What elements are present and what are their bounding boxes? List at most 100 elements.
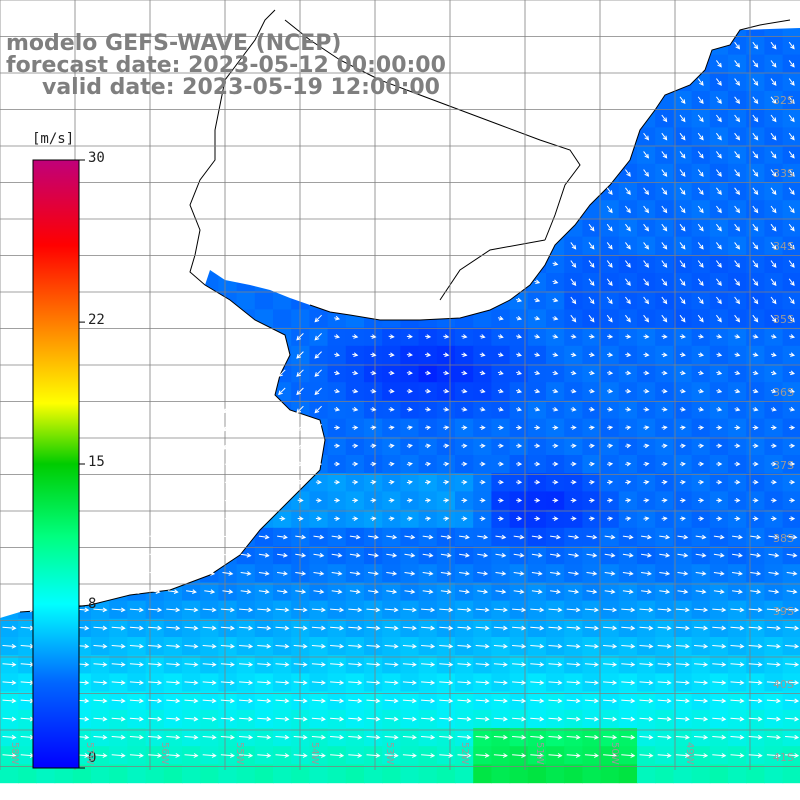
wind-arrow (716, 516, 723, 521)
wind-arrow (148, 662, 163, 667)
wind-arrow (93, 753, 108, 758)
wind-arrow (788, 223, 795, 232)
wind-arrow (566, 662, 581, 667)
wind-arrow (766, 680, 781, 686)
wind-arrow (695, 552, 707, 558)
lon-label: 53W (384, 742, 395, 765)
wind-arrow (752, 516, 759, 521)
wind-arrow (588, 242, 595, 250)
wind-arrow (493, 607, 508, 613)
wind-arrow (368, 589, 379, 594)
wind-arrow (368, 534, 379, 540)
colorbar-tick-label: 30 (88, 150, 105, 166)
wind-arrow (475, 643, 490, 649)
wind-arrow (657, 680, 672, 686)
wind-arrow (570, 443, 577, 449)
wind-arrow (603, 680, 618, 686)
wind-arrow (275, 607, 290, 613)
wind-arrow (129, 662, 144, 667)
wind-arrow (661, 151, 668, 159)
wind-arrow (716, 388, 723, 394)
wind-arrow (534, 425, 541, 430)
wind-arrow (785, 698, 800, 704)
wind-arrow (257, 734, 272, 740)
wind-arrow (293, 716, 308, 722)
wind-arrow (295, 589, 307, 594)
wind-arrow (734, 187, 741, 196)
wind-arrow (789, 461, 796, 467)
wind-arrow (789, 334, 796, 339)
wind-arrow (330, 607, 345, 613)
wind-arrow (570, 296, 577, 305)
wind-speed-cell (691, 764, 711, 784)
wind-arrow (675, 716, 690, 722)
wind-arrow (113, 552, 125, 558)
wind-arrow (548, 607, 563, 613)
wind-arrow (93, 716, 108, 722)
wind-arrow (588, 388, 595, 394)
lon-label: 56W (159, 742, 170, 765)
wind-arrow (202, 643, 217, 649)
wind-arrow (516, 406, 523, 412)
wind-arrow (607, 516, 614, 522)
wind-arrow (568, 534, 580, 540)
wind-arrow (694, 734, 709, 740)
wind-arrow (129, 698, 144, 704)
wind-arrow (679, 498, 686, 503)
wind-arrow (348, 607, 363, 613)
wind-arrow (368, 552, 379, 558)
wind-arrow (697, 96, 704, 105)
wind-arrow (275, 753, 290, 758)
wind-arrow (425, 352, 432, 358)
wind-arrow (698, 498, 705, 503)
colorbar-tick-label: 15 (88, 454, 105, 470)
wind-arrow (679, 516, 686, 522)
wind-arrow (789, 352, 796, 357)
wind-arrow (204, 589, 216, 594)
wind-arrow (113, 534, 125, 540)
wind-arrow (661, 260, 668, 268)
lat-label: 35S (773, 313, 794, 326)
wind-arrow (698, 370, 705, 376)
wind-arrow (331, 589, 343, 594)
wind-arrow (694, 680, 709, 686)
wind-arrow (786, 534, 798, 540)
wind-arrow (570, 334, 577, 339)
wind-arrow (752, 296, 759, 305)
wind-arrow (513, 534, 525, 540)
wind-arrow (679, 96, 686, 105)
wind-arrow (439, 680, 454, 686)
wind-arrow (334, 461, 341, 467)
wind-arrow (677, 534, 689, 540)
wind-arrow (643, 205, 650, 214)
wind-arrow (366, 698, 381, 704)
wind-arrow (402, 753, 417, 758)
wind-arrow (566, 607, 581, 613)
wind-arrow (607, 425, 614, 431)
wind-arrow (570, 479, 577, 485)
wind-arrow (603, 607, 618, 613)
wind-arrow (625, 370, 632, 376)
wind-arrow (406, 334, 413, 339)
wind-arrow (643, 242, 650, 250)
wind-arrow (734, 516, 741, 521)
wind-arrow (479, 406, 486, 412)
wind-arrow (566, 625, 581, 631)
wind-arrow (752, 41, 759, 50)
wind-arrow (224, 479, 231, 485)
wind-arrow (2, 753, 17, 758)
wind-arrow (296, 351, 304, 359)
wind-arrow (278, 424, 286, 432)
wind-arrow (493, 753, 508, 758)
wind-arrow (166, 680, 181, 686)
wind-arrow (534, 315, 541, 321)
wind-arrow (606, 223, 613, 232)
wind-arrow (2, 734, 17, 740)
wind-arrow (349, 534, 361, 540)
wind-arrow (788, 278, 795, 287)
wind-arrow (293, 698, 308, 704)
wind-arrow (425, 388, 432, 394)
wind-arrow (352, 425, 359, 431)
wind-arrow (734, 425, 741, 430)
wind-arrow (730, 698, 745, 704)
